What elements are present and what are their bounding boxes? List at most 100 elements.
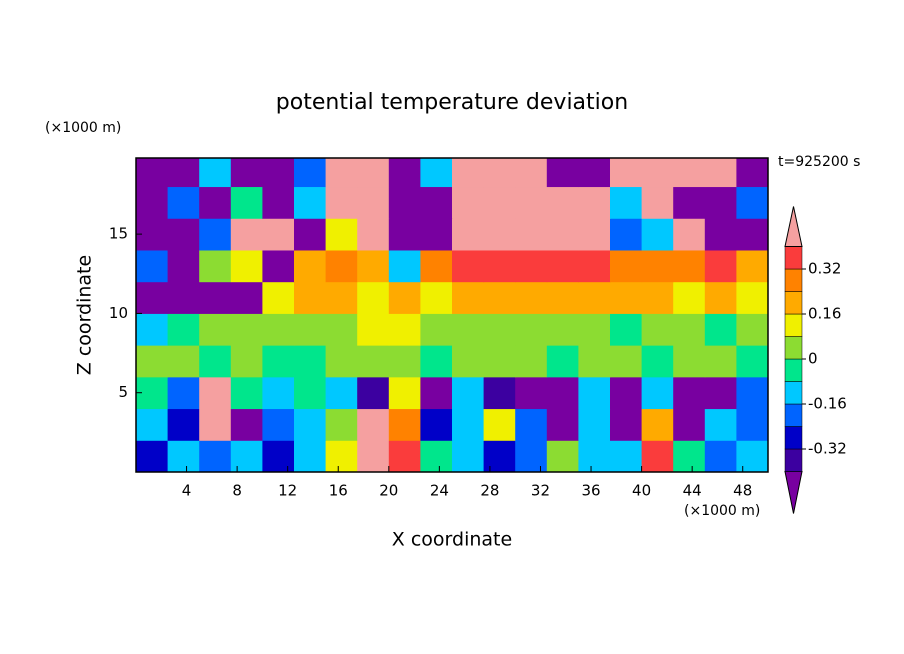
contour-cell <box>357 345 390 378</box>
contour-cell <box>578 281 611 314</box>
contour-cell <box>673 408 706 441</box>
y-tick-label: 10 <box>109 304 128 322</box>
contour-cell <box>546 249 579 283</box>
contour-cell <box>515 186 548 219</box>
colorbar-segment <box>784 448 803 472</box>
contour-cell <box>388 408 421 441</box>
contour-cell <box>673 281 706 314</box>
contour-cell <box>452 408 485 441</box>
contour-cell <box>610 376 643 410</box>
contour-cell <box>357 440 390 473</box>
contour-cell <box>167 218 200 251</box>
contour-cell <box>546 313 579 346</box>
contour-cell <box>230 408 263 441</box>
x-tick-label: 44 <box>683 482 702 500</box>
colorbar-tick-label: 0.32 <box>808 260 841 278</box>
contour-cell <box>736 186 769 219</box>
contour-cell <box>230 345 263 378</box>
x-tick-label: 28 <box>480 482 499 500</box>
contour-cell <box>167 313 200 346</box>
x-tick-label: 48 <box>733 482 752 500</box>
contour-cell <box>136 313 169 346</box>
contour-cell <box>230 186 263 219</box>
contour-cell <box>230 158 263 188</box>
contour-cell <box>420 408 453 441</box>
contour-cell <box>610 186 643 219</box>
contour-cell <box>704 218 737 251</box>
contour-cell <box>610 440 643 473</box>
contour-cell <box>388 440 421 473</box>
contour-cell <box>325 218 358 251</box>
contour-cell <box>483 408 516 441</box>
contour-cell <box>673 158 706 188</box>
contour-cell <box>325 408 358 441</box>
x-tick-label: 20 <box>379 482 398 500</box>
contour-cell <box>325 376 358 410</box>
contour-cell <box>167 408 200 441</box>
contour-cell <box>357 408 390 441</box>
contour-cell <box>294 408 327 441</box>
contour-cell <box>199 158 232 188</box>
contour-cell <box>199 218 232 251</box>
contour-cell <box>294 313 327 346</box>
contour-cell <box>610 218 643 251</box>
contour-cell <box>452 376 485 410</box>
contour-cell <box>452 186 485 219</box>
contour-cell <box>388 345 421 378</box>
contour-cell <box>641 440 674 473</box>
contour-cell <box>136 281 169 314</box>
contour-cell <box>515 158 548 188</box>
contour-cell <box>641 281 674 314</box>
contour-cell <box>546 376 579 410</box>
contour-cell <box>325 345 358 378</box>
x-tick-label: 8 <box>232 482 242 500</box>
contour-cell <box>230 440 263 473</box>
contour-cell <box>452 158 485 188</box>
y-axis-title: Z coordinate <box>74 255 96 375</box>
contour-cell <box>167 345 200 378</box>
contour-cell <box>452 249 485 283</box>
contour-cell <box>578 218 611 251</box>
contour-cell <box>167 440 200 473</box>
contour-cell <box>515 249 548 283</box>
colorbar-segment <box>784 336 803 360</box>
y-unit: (×1000 m) <box>45 120 121 136</box>
contour-cell <box>610 249 643 283</box>
contour-cell <box>673 249 706 283</box>
contour-cell <box>515 376 548 410</box>
contour-cell <box>357 313 390 346</box>
contour-cell <box>420 440 453 473</box>
contour-cell <box>325 186 358 219</box>
colorbar-segment <box>784 381 803 405</box>
contour-cell <box>325 281 358 314</box>
contour-cell <box>262 376 295 410</box>
contour-cell <box>420 313 453 346</box>
contour-cell <box>704 249 737 283</box>
contour-cell <box>262 440 295 473</box>
contour-cell <box>357 158 390 188</box>
colorbar-segment <box>784 246 803 270</box>
chart-title: potential temperature deviation <box>276 90 628 115</box>
contour-cell <box>704 376 737 410</box>
contour-cell <box>262 186 295 219</box>
colorbar-segment <box>784 268 803 292</box>
contour-cell <box>325 313 358 346</box>
contour-cell <box>262 281 295 314</box>
contour-cell <box>546 440 579 473</box>
contour-cell <box>294 345 327 378</box>
x-unit: (×1000 m) <box>684 503 760 519</box>
contour-cell <box>199 313 232 346</box>
contour-cell <box>136 345 169 378</box>
contour-cell <box>167 249 200 283</box>
contour-cell <box>641 345 674 378</box>
contour-cell <box>294 186 327 219</box>
contour-cell <box>736 281 769 314</box>
plot-frame <box>135 157 769 473</box>
contour-cell <box>262 313 295 346</box>
colorbar-tick-label: -0.16 <box>808 395 847 413</box>
contour-cell <box>230 313 263 346</box>
contour-cell <box>136 440 169 473</box>
contour-cell <box>546 186 579 219</box>
x-tick-label: 4 <box>182 482 192 500</box>
